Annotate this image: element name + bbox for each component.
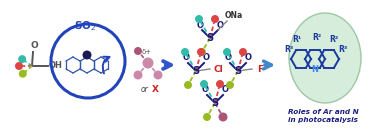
Circle shape [216, 80, 224, 88]
Circle shape [143, 57, 153, 68]
Text: X: X [152, 84, 158, 93]
Circle shape [184, 81, 192, 89]
Text: R²: R² [312, 34, 322, 43]
Text: O: O [203, 53, 209, 63]
Text: R²: R² [329, 34, 339, 43]
Text: or: or [141, 84, 149, 93]
Circle shape [198, 48, 206, 56]
Text: OH: OH [49, 61, 63, 70]
Circle shape [200, 80, 208, 88]
Circle shape [19, 70, 27, 78]
Circle shape [223, 48, 231, 56]
Circle shape [15, 62, 23, 70]
Text: O: O [201, 86, 209, 95]
Circle shape [134, 47, 142, 55]
Ellipse shape [289, 13, 361, 103]
Text: O: O [183, 53, 189, 63]
Circle shape [203, 113, 211, 121]
Text: S: S [211, 98, 218, 108]
Circle shape [195, 15, 203, 23]
Text: S: S [234, 66, 242, 76]
Text: O: O [222, 86, 228, 95]
Text: O: O [197, 20, 203, 30]
Text: S: S [206, 33, 214, 43]
Text: R³: R³ [338, 45, 348, 53]
Circle shape [197, 48, 205, 56]
Circle shape [218, 113, 228, 122]
Text: R¹: R¹ [292, 34, 302, 43]
Circle shape [18, 55, 26, 63]
Circle shape [211, 15, 219, 23]
Circle shape [181, 48, 189, 56]
Text: O: O [30, 41, 38, 51]
Text: Roles of Ar and N: Roles of Ar and N [288, 109, 358, 115]
Text: S: S [192, 66, 200, 76]
Text: Cl: Cl [213, 65, 223, 74]
Text: ONa: ONa [225, 11, 243, 20]
Text: in photocatalysis: in photocatalysis [288, 117, 358, 123]
Circle shape [153, 70, 163, 80]
Circle shape [226, 81, 234, 89]
Circle shape [133, 70, 143, 80]
Text: F: F [257, 65, 263, 74]
Text: δ+: δ+ [142, 49, 152, 55]
Text: O: O [245, 53, 251, 63]
Text: O: O [217, 20, 223, 30]
Circle shape [82, 51, 91, 59]
Text: SO$_2$: SO$_2$ [74, 19, 96, 33]
Text: O: O [225, 53, 231, 63]
Text: R³: R³ [284, 45, 294, 53]
Circle shape [239, 48, 247, 56]
Text: N: N [311, 65, 319, 74]
